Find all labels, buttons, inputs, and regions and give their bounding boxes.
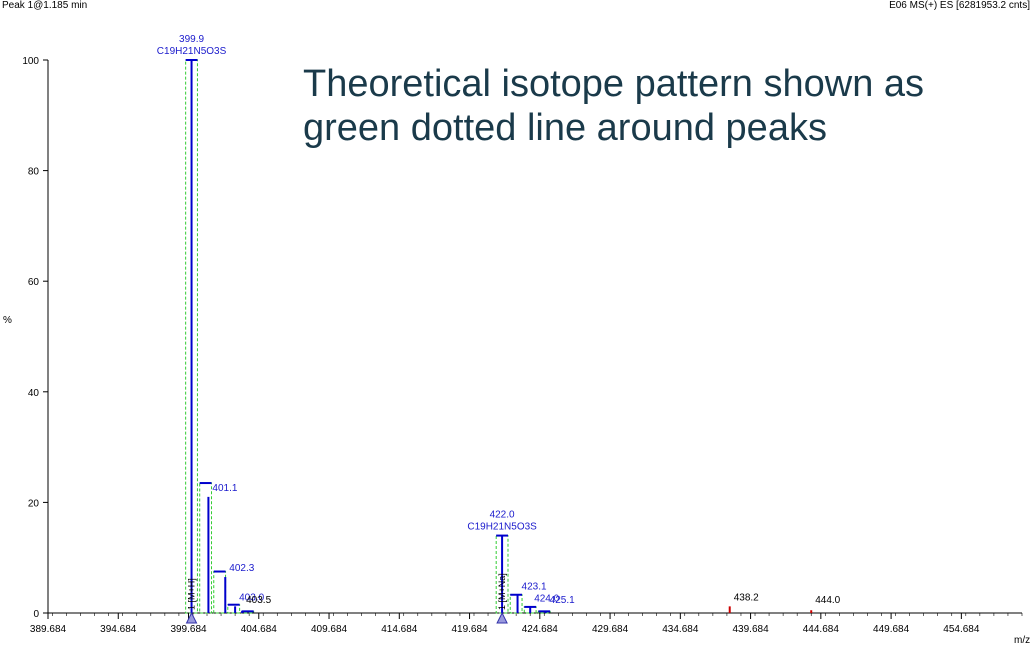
x-tick-label: 444.684 bbox=[803, 624, 840, 635]
y-axis-label: % bbox=[3, 315, 12, 326]
peak-formula: C19H21N5O3S bbox=[157, 46, 227, 57]
peak-label: 401.1 bbox=[212, 483, 237, 494]
x-tick-label: 419.684 bbox=[451, 624, 488, 635]
peak-label: 422.0 bbox=[490, 510, 515, 521]
y-tick-label: 40 bbox=[28, 388, 40, 399]
x-tick-label: 429.684 bbox=[592, 624, 629, 635]
y-tick-label: 20 bbox=[28, 498, 40, 509]
y-tick-label: 0 bbox=[33, 609, 39, 620]
x-tick-label: 409.684 bbox=[311, 624, 348, 635]
annotation-text: Theoretical isotope pattern shown as gre… bbox=[303, 62, 924, 150]
theoretical-isotope-box bbox=[227, 604, 241, 614]
x-tick-label: 424.684 bbox=[522, 624, 559, 635]
peak-label: 438.2 bbox=[734, 592, 759, 603]
peak-label: 403.5 bbox=[246, 595, 271, 606]
header-peak-info: Peak 1@1.185 min bbox=[2, 0, 88, 11]
peak-formula: C19H21N5O3S bbox=[467, 522, 537, 533]
annotation-line-1: Theoretical isotope pattern shown as bbox=[303, 63, 925, 105]
adduct-marker-triangle bbox=[496, 611, 508, 624]
peak-label: 402.3 bbox=[229, 563, 254, 574]
peak-label: 399.9 bbox=[179, 34, 204, 45]
x-tick-label: 454.684 bbox=[943, 624, 980, 635]
x-tick-label: 414.684 bbox=[381, 624, 418, 635]
x-tick-label: 434.684 bbox=[662, 624, 699, 635]
peak-label: 423.1 bbox=[522, 581, 547, 592]
x-tick-label: 404.684 bbox=[241, 624, 278, 635]
theoretical-isotope-box bbox=[213, 571, 227, 614]
peak-label: 425.1 bbox=[550, 595, 575, 606]
theoretical-isotope-box bbox=[199, 482, 213, 614]
x-tick-label: 399.684 bbox=[170, 624, 207, 635]
x-tick-label: 389.684 bbox=[30, 624, 67, 635]
peak-label: 403.0 bbox=[239, 592, 264, 603]
annotation-line-2: green dotted line around peaks bbox=[303, 107, 827, 149]
theoretical-isotope-box bbox=[509, 594, 523, 614]
x-tick-label: 439.684 bbox=[733, 624, 770, 635]
adduct-label: 1 [M+H] bbox=[187, 578, 197, 610]
x-axis-label: m/z bbox=[1014, 635, 1030, 646]
adduct-marker-triangle bbox=[185, 611, 198, 624]
y-tick-label: 80 bbox=[28, 167, 40, 178]
x-tick-label: 394.684 bbox=[100, 624, 137, 635]
peak-label: 444.0 bbox=[815, 595, 840, 606]
y-tick-label: 100 bbox=[22, 56, 39, 67]
header-scan-info: E06 MS(+) ES [6281953.2 cnts] bbox=[889, 0, 1030, 11]
x-tick-label: 449.684 bbox=[873, 624, 910, 635]
adduct-label: 1 [M+Na] bbox=[497, 573, 507, 610]
peak-label: 424.0 bbox=[534, 593, 559, 604]
y-tick-label: 60 bbox=[28, 277, 40, 288]
